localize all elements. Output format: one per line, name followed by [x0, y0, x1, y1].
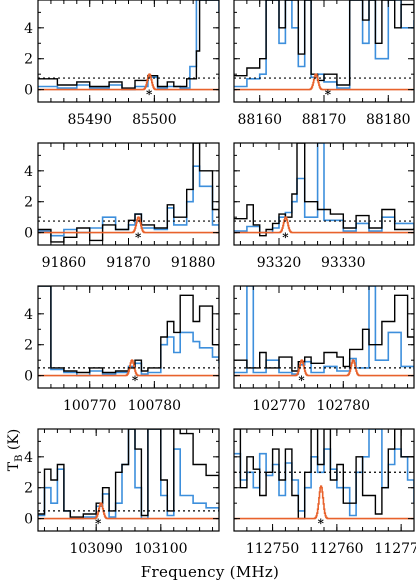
y-tick-label: 4	[24, 21, 33, 37]
x-tick-label: 88170	[302, 112, 347, 128]
y-tick-label: 0	[24, 512, 33, 528]
panel-plot-area: *	[38, 143, 219, 245]
panel-frame	[37, 428, 220, 532]
panel-plot-area: *	[38, 0, 219, 102]
x-tick-label: 93330	[321, 255, 366, 271]
x-tick-label: 103090	[69, 541, 122, 557]
line-marker-star: *	[146, 88, 153, 102]
observed-series	[234, 429, 414, 520]
panel-frame	[233, 142, 415, 246]
model-all-series	[38, 0, 219, 91]
observed-series	[38, 429, 219, 518]
spectrum-panels: * 0 2 4 85490 85500 * 88160 88170 88180 * 0 2 4 91860 9…	[24, 0, 416, 557]
x-tick-label: 112750	[246, 541, 299, 557]
y-tick-label: 4	[24, 307, 33, 323]
panel-plot-area: *	[38, 286, 219, 388]
panel-plot-area: *	[234, 143, 414, 245]
model-species-series	[38, 359, 219, 377]
y-axis-label-main: T	[6, 461, 22, 471]
y-tick-label: 4	[24, 164, 33, 180]
line-marker-star: *	[95, 517, 102, 531]
y-tick-label: 2	[24, 52, 33, 68]
spectrum-panel: * 112750 112760 112770	[233, 428, 416, 557]
model-all-series	[234, 143, 414, 234]
spectrum-panel: * 0 2 4 91860 91870 91880	[24, 142, 220, 271]
line-marker-star: *	[325, 88, 332, 102]
y-tick-label: 0	[24, 83, 33, 99]
model-all-series	[38, 286, 219, 377]
observed-series	[38, 143, 219, 243]
y-tick-label: 0	[24, 226, 33, 242]
spectrum-panel: * 0 2 4 103090 103100	[24, 428, 220, 557]
panel-plot-area: *	[38, 429, 219, 531]
x-tick-label: 112760	[310, 541, 363, 557]
observed-series	[234, 0, 414, 86]
model-species-series	[38, 502, 219, 520]
line-marker-star: *	[282, 231, 289, 245]
y-tick-label: 0	[24, 369, 33, 385]
spectrum-panel: * 88160 88170 88180	[233, 0, 415, 128]
observed-series	[38, 0, 219, 89]
x-tick-label: 88160	[237, 112, 282, 128]
spectrum-panel: * 0 2 4 100770 100780	[24, 285, 220, 414]
line-marker-star: *	[132, 374, 139, 388]
y-tick-label: 2	[24, 481, 33, 497]
y-axis-label: TB (K)	[6, 429, 25, 472]
model-species-series	[38, 216, 219, 234]
x-tick-label: 85490	[67, 112, 112, 128]
x-tick-label: 112770	[374, 541, 416, 557]
y-tick-label: 2	[24, 195, 33, 211]
x-tick-label: 102770	[252, 398, 305, 414]
y-axis-label-unit: (K)	[6, 429, 22, 455]
x-tick-label: 102780	[317, 398, 370, 414]
x-tick-label: 93320	[257, 255, 302, 271]
model-species-series	[234, 216, 414, 234]
x-tick-label: 91880	[171, 255, 216, 271]
model-species-series	[234, 359, 414, 377]
panel-frame	[37, 0, 220, 103]
model-species-series	[234, 73, 414, 91]
x-tick-label: 91870	[106, 255, 151, 271]
x-tick-label: 91860	[42, 255, 87, 271]
observed-series	[38, 286, 219, 374]
x-tick-label: 100770	[63, 398, 116, 414]
panel-plot-area: *	[234, 286, 414, 388]
line-marker-star: *	[135, 231, 142, 245]
panel-frame	[233, 285, 415, 389]
y-tick-label: 2	[24, 338, 33, 354]
observed-series	[234, 294, 414, 372]
model-species-series	[234, 485, 414, 520]
x-tick-label: 103100	[134, 541, 187, 557]
y-tick-label: 4	[24, 450, 33, 466]
model-species-series	[38, 73, 219, 91]
spectrum-panel: * 102770 102780	[233, 285, 415, 414]
x-tick-label: 100780	[128, 398, 181, 414]
x-tick-label: 88180	[366, 112, 411, 128]
y-axis-label-subscript: B	[14, 455, 25, 462]
panel-plot-area: *	[234, 429, 414, 531]
x-axis-label: Frequency (MHz)	[141, 563, 279, 581]
observed-series	[234, 143, 414, 237]
line-marker-star: *	[318, 517, 325, 531]
line-marker-star: *	[298, 374, 305, 388]
x-tick-label: 85500	[132, 112, 177, 128]
spectrum-panel: * 0 2 4 85490 85500	[24, 0, 220, 128]
spectrum-panel: * 93320 93330	[233, 142, 415, 271]
panel-plot-area: *	[234, 0, 414, 102]
